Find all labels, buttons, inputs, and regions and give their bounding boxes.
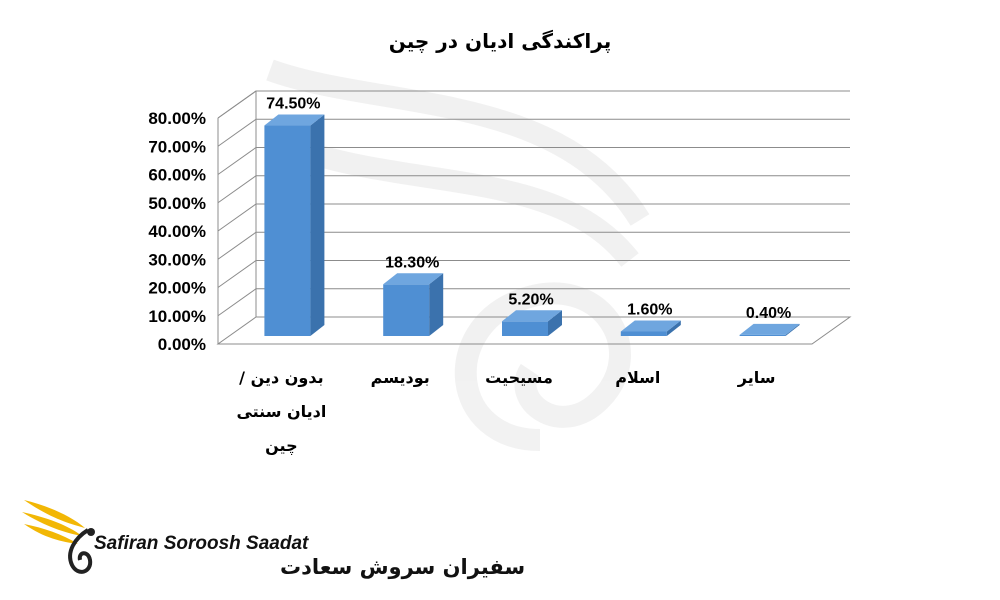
plot-floor [216,316,852,345]
bar-side [429,273,444,336]
bar [264,114,325,336]
bar [502,310,562,336]
data-label: 1.60% [627,301,672,318]
bar-side [666,320,681,336]
y-tick-label: 40.00% [148,222,206,241]
bars [264,114,800,336]
gridline [217,118,850,147]
bar-front [739,334,786,336]
category-label: چین [265,436,297,456]
logo-text-en: Safiran Soroosh Saadat [94,533,309,554]
y-tick-label: 30.00% [148,250,206,269]
y-axis-ticks: 0.00% 10.00% 20.00% 30.00% 40.00% 50.00% 60.00… [148,109,206,354]
logo: Safiran Soroosh Saadat سفیران سروش سعادت [22,500,525,579]
category-label: اسلام [615,368,660,387]
gridline [217,90,850,119]
watermark [266,59,650,451]
category-label: بودیسم [371,368,430,387]
gridline [217,203,850,232]
data-label: 74.50% [266,96,320,113]
bar [620,320,681,336]
gridline [217,175,850,204]
y-tick-label: 50.00% [148,194,206,213]
category-label: مسیحیت [485,368,553,387]
bar-side [548,310,562,336]
bar-top [739,323,800,335]
y-tick-label: 80.00% [148,109,206,128]
bar-front [383,284,430,336]
y-tick-label: 70.00% [148,137,206,156]
chart-title: پراکندگی ادیان در چین [389,29,611,54]
y-tick-label: 20.00% [148,279,206,298]
bar [383,273,444,336]
bar-side [310,114,325,336]
bar-top [620,320,681,332]
gridlines [217,90,850,317]
logo-text-fa: سفیران سروش سعادت [280,555,525,579]
category-labels: بدون دین / ادیان سنتی چین بودیسم مسیحیت اسلام… [236,368,775,456]
bar-top [264,114,325,126]
y-tick-label: 10.00% [148,307,206,326]
data-label: 18.30% [385,254,439,271]
y-tick-label: 60.00% [148,166,206,185]
gridline [217,288,850,317]
gridline [217,260,850,288]
bar-front [620,331,667,336]
logo-bird-icon [22,500,95,574]
category-label: بدون دین / [239,368,323,387]
bar-side [785,323,800,336]
gridline [217,231,850,260]
bar-front [264,125,311,336]
bar-top [502,310,562,322]
bar-top [383,273,444,285]
category-label: سایر [737,368,776,387]
data-label: 0.40% [746,305,791,322]
y-tick-label: 0.00% [158,335,206,354]
data-labels: 74.50% 18.30% 5.20% 1.60% 0.40% [266,96,791,322]
bar-front [502,321,548,336]
bar [739,323,800,336]
data-label: 5.20% [508,291,553,308]
category-label: ادیان سنتی [236,402,326,421]
gridline [217,147,850,175]
